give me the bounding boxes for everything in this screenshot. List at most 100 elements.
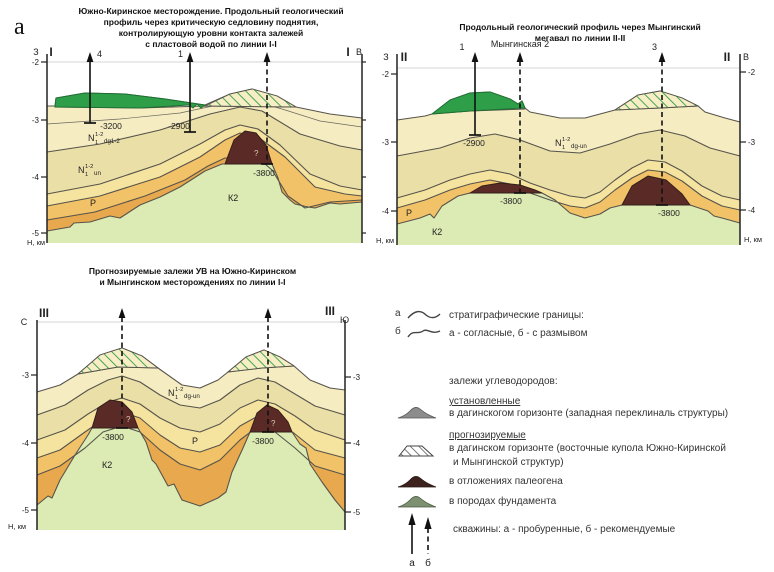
panel2-title: Продольный геологический профиль через М… bbox=[400, 22, 760, 44]
panel1-title-line2: профиль через критическую седловину подн… bbox=[103, 17, 319, 27]
legend-strat-text-2: а - согласные, б - с размывом bbox=[449, 328, 588, 339]
legend-prognosed-text-1: в дагинском горизонте (восточные купола … bbox=[449, 443, 726, 454]
wells-legend-icon: а б bbox=[408, 513, 432, 568]
established-gas-cap bbox=[430, 91, 526, 115]
axis-tick-label: -2 bbox=[32, 58, 40, 67]
contact-depth: -3800 bbox=[102, 432, 124, 442]
direction-north: С bbox=[21, 317, 28, 327]
strat-label-suffix: dg-un bbox=[184, 393, 200, 400]
axis-tick-label: -5 bbox=[353, 508, 361, 517]
axis-unit: Н, км bbox=[376, 236, 394, 245]
direction-west: З bbox=[33, 47, 38, 57]
boundary-basement-top bbox=[396, 192, 741, 225]
established-deposit-icon bbox=[397, 407, 437, 419]
uncertainty-mark: ? bbox=[126, 415, 131, 424]
well-4-number: 4 bbox=[97, 49, 102, 59]
well-arrow-icon bbox=[658, 52, 666, 62]
strat-label-suffix: un bbox=[94, 170, 101, 177]
well-arrow-icon bbox=[118, 308, 126, 318]
conformable-boundary-icon bbox=[407, 310, 441, 319]
axis-tick-label: -2 bbox=[748, 68, 756, 77]
panel1-title: Южно-Киринское месторождение. Продольный… bbox=[55, 6, 367, 50]
well-m2-name: Мынгинская 2 bbox=[491, 39, 549, 49]
strat-label-sub: 1 bbox=[562, 145, 565, 151]
uncertainty-mark: ? bbox=[254, 149, 259, 158]
axis-unit: Н, км bbox=[8, 522, 26, 531]
section-mark-right: I bbox=[346, 45, 349, 59]
panel3-title-line1: Прогнозируемые залежи УВ на Южно-Киринск… bbox=[88, 266, 297, 276]
basement-k2-fill bbox=[37, 428, 345, 530]
strat-label-sup: 1-2 bbox=[175, 387, 183, 393]
contact-depth: -3800 bbox=[500, 196, 522, 206]
well-arrow-icon bbox=[263, 52, 271, 62]
basement-k2-fill bbox=[47, 164, 362, 243]
contact-depth: -2900 bbox=[168, 121, 190, 131]
boundary-un-bottom bbox=[396, 159, 741, 201]
layer-label-paleogene: Р bbox=[192, 436, 198, 446]
strat-label-n: N bbox=[78, 165, 85, 175]
contact-depth: -3800 bbox=[253, 168, 275, 178]
axis-tick-label: -2 bbox=[382, 70, 390, 79]
strat-label-suffix: dg1-2 bbox=[104, 138, 120, 145]
prognosed-deposit-hatch bbox=[76, 347, 160, 375]
panel2-title-line2: мегавал по линии II-II bbox=[534, 33, 626, 43]
prognosed-deposit-hatch bbox=[226, 349, 296, 373]
section-mark-right: III bbox=[325, 304, 335, 318]
direction-east: В bbox=[356, 47, 362, 57]
legend-strat-text-1: стратиграфические границы: bbox=[449, 310, 584, 321]
established-gas-cap bbox=[54, 92, 207, 109]
strat-label-sub: 1 bbox=[95, 140, 98, 146]
section-mark-left: II bbox=[401, 50, 408, 64]
panel1-title-line4: с пластовой водой по линии I-I bbox=[145, 39, 277, 49]
panel3-cross-section: -3 -4 -5 -3 -4 -5 Н, км С III III Ю ? ? … bbox=[8, 304, 361, 531]
direction-east: В bbox=[743, 52, 749, 62]
axis-tick-label: -4 bbox=[353, 439, 361, 448]
axis-tick-label: -4 bbox=[748, 206, 756, 215]
paleogene-deposit-icon bbox=[397, 476, 437, 488]
boundary-p-mid bbox=[36, 425, 346, 476]
boundary-p-top bbox=[396, 169, 741, 211]
panel3-title-line2: и Мынгинском месторождениях по линии I-I bbox=[99, 277, 286, 287]
strat-label-sup: 1-2 bbox=[562, 137, 570, 143]
panel1-cross-section: -2 -3 -4 -5 Н, км З I I В 4 1 -3200 -290… bbox=[27, 45, 366, 247]
legend-paleogene-text: в отложениях палеогена bbox=[449, 476, 563, 487]
paleogene-deposit-body bbox=[621, 175, 691, 206]
section-mark-left: I bbox=[49, 45, 52, 59]
strat-label-n: N bbox=[555, 138, 562, 148]
axis-unit: Н, км bbox=[27, 238, 45, 247]
boundary-dg-un bbox=[36, 375, 346, 416]
contact-depth: -3200 bbox=[100, 121, 122, 131]
basement-deposit-icon bbox=[397, 496, 437, 508]
legend-deposits-heading: залежи углеводородов: bbox=[449, 376, 558, 387]
axis-tick-label: -3 bbox=[32, 116, 40, 125]
strat-label-n: N bbox=[88, 133, 95, 143]
boundary-p-top bbox=[46, 132, 363, 207]
panel1-title-line3: контролирующую уровни контакта залежей bbox=[118, 28, 304, 38]
section-mark-left: III bbox=[39, 306, 49, 320]
contact-depth: -3800 bbox=[252, 436, 274, 446]
well-3-number: 3 bbox=[652, 42, 657, 52]
layer-label-k2: К2 bbox=[102, 460, 112, 470]
legend-basement-text: в породах фундамента bbox=[449, 496, 557, 507]
recommended-well-arrow-icon bbox=[424, 517, 432, 529]
direction-west: З bbox=[383, 52, 388, 62]
well-1-number: 1 bbox=[178, 49, 183, 59]
strat-label-suffix: dg-un bbox=[571, 143, 587, 150]
basement-k2-fill bbox=[397, 193, 740, 245]
drilled-well-arrow-icon bbox=[408, 513, 416, 525]
strat-label-sub: 1 bbox=[175, 395, 178, 401]
legend-letter-b: б bbox=[395, 326, 401, 337]
legend-established-heading: установленные bbox=[449, 396, 521, 407]
well-letter-a: а bbox=[409, 558, 415, 568]
layer-label-paleogene: Р bbox=[90, 198, 96, 208]
strat-label-sup: 1-2 bbox=[95, 132, 103, 138]
erosional-boundary-icon bbox=[407, 329, 441, 338]
panel2-title-line1: Продольный геологический профиль через М… bbox=[459, 22, 701, 32]
axis-tick-label: -5 bbox=[32, 229, 40, 238]
well-arrow-icon bbox=[264, 308, 272, 318]
strat-label-sub: 1 bbox=[85, 172, 88, 178]
legend-wells-text: скважины: а - пробуренные, б - рекоменду… bbox=[453, 524, 676, 535]
well-1-number: 1 bbox=[459, 42, 464, 52]
axis-unit: Н, км bbox=[744, 235, 762, 244]
